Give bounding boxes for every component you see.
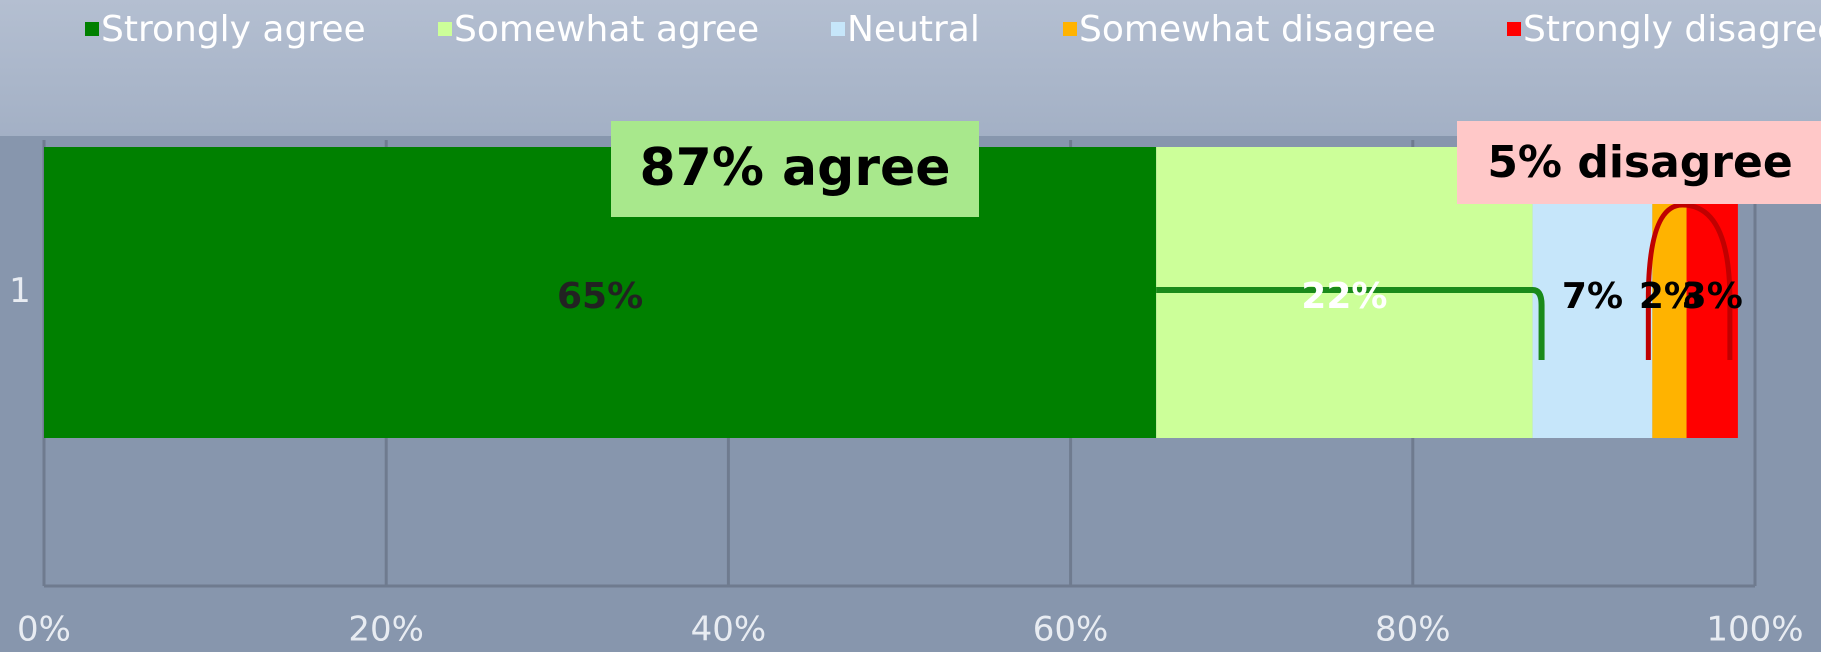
disagree-bracket bbox=[1645, 202, 1733, 360]
agree-bracket bbox=[1156, 287, 1545, 360]
legend-label: Strongly disagree bbox=[1523, 9, 1821, 50]
legend-swatch bbox=[85, 22, 99, 36]
legend-swatch bbox=[1063, 22, 1077, 36]
annotation-box bbox=[611, 121, 979, 217]
x-tick-label: 80% bbox=[1375, 610, 1451, 650]
data-label: 2% bbox=[1639, 276, 1700, 317]
legend-swatch bbox=[438, 22, 452, 36]
x-tick-label: 0% bbox=[17, 610, 71, 650]
annotation-box bbox=[1457, 121, 1821, 204]
data-label: 22% bbox=[1301, 276, 1387, 317]
x-tick-label: 100% bbox=[1706, 610, 1803, 650]
annotation: 87% agree bbox=[639, 138, 950, 198]
legend-label: Strongly agree bbox=[101, 9, 366, 50]
annotation: 5% disagree bbox=[1487, 137, 1792, 188]
legend-label: Somewhat disagree bbox=[1079, 9, 1436, 50]
x-tick-label: 60% bbox=[1033, 610, 1109, 650]
y-tick-label: 1 bbox=[9, 271, 31, 311]
legend-swatch bbox=[1507, 22, 1521, 36]
data-label: 65% bbox=[557, 276, 643, 317]
legend-swatch bbox=[831, 22, 845, 36]
data-label: 3% bbox=[1682, 276, 1743, 317]
legend-label: Somewhat agree bbox=[454, 9, 759, 50]
x-tick-label: 40% bbox=[691, 610, 767, 650]
x-tick-label: 20% bbox=[348, 610, 424, 650]
data-label: 7% bbox=[1562, 276, 1623, 317]
legend-label: Neutral bbox=[847, 9, 980, 50]
